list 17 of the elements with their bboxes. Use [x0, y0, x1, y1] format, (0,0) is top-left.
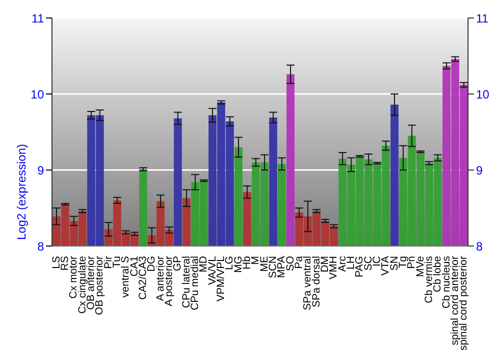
y2-tick-label: 11 — [476, 11, 489, 26]
y-tick-label: 10 — [30, 87, 44, 102]
y-tick-label: 8 — [37, 239, 44, 254]
y2-tick-label: 9 — [476, 163, 483, 178]
x-tick-label: spinal cord posterior — [458, 255, 470, 350]
x-tick-label: OB posterior — [94, 256, 106, 315]
x-tick-label: DG — [146, 256, 158, 272]
y-tick-label: 11 — [32, 11, 44, 26]
y2-tick-label: 10 — [476, 87, 490, 102]
x-tick-label: A posterior — [163, 256, 175, 306]
x-tick-label: IC — [371, 256, 383, 266]
y-axis-title: Log2 (expression) — [14, 144, 28, 240]
x-tick-label: Tg — [397, 256, 409, 268]
x-tick-label: SCN — [267, 256, 279, 278]
y2-tick-label: 8 — [476, 239, 483, 254]
x-tick-label: RS — [59, 256, 71, 271]
y-tick-label: 9 — [37, 163, 44, 178]
